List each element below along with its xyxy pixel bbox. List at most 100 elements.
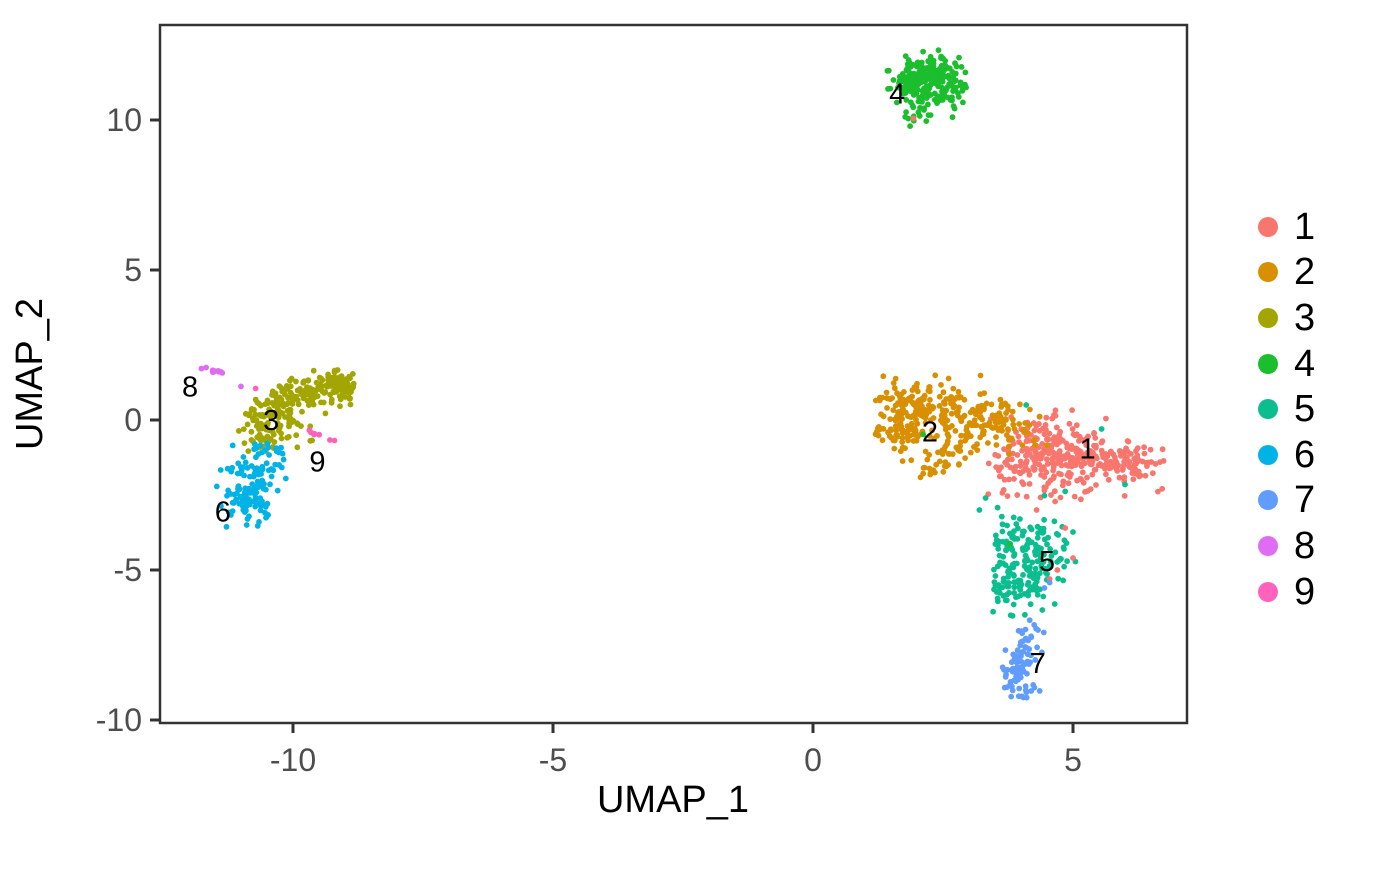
data-point	[245, 486, 251, 492]
data-point	[318, 375, 325, 382]
data-point-outlier	[1098, 426, 1105, 432]
data-point	[971, 444, 977, 450]
data-point	[1040, 425, 1046, 432]
data-point	[1026, 646, 1033, 652]
data-point	[298, 423, 304, 429]
data-point	[278, 430, 284, 437]
data-point	[1092, 435, 1099, 441]
data-point	[284, 434, 291, 441]
data-point	[282, 386, 289, 393]
data-point	[1016, 658, 1023, 665]
data-point	[255, 471, 262, 478]
data-point	[948, 95, 954, 102]
data-point-outlier	[976, 507, 983, 513]
data-point	[927, 112, 934, 118]
data-point	[939, 411, 946, 418]
y-tick-label: 5	[124, 252, 142, 288]
data-point	[1091, 430, 1097, 437]
data-point	[1006, 451, 1013, 458]
data-point	[977, 434, 984, 441]
data-point	[913, 407, 920, 414]
data-point	[257, 507, 264, 514]
data-point	[934, 433, 940, 439]
legend-item-7: 7	[1258, 478, 1315, 524]
data-point	[1042, 565, 1049, 572]
data-point	[926, 452, 933, 458]
y-tick-label: -5	[114, 552, 142, 588]
data-point-outlier	[1062, 488, 1069, 495]
data-point	[309, 392, 315, 398]
data-point	[1036, 688, 1043, 694]
data-point	[957, 82, 964, 89]
data-point	[310, 387, 317, 394]
data-point	[909, 82, 915, 89]
data-point	[903, 97, 910, 103]
data-point	[1084, 450, 1090, 456]
data-point	[1019, 532, 1026, 539]
data-point	[915, 59, 922, 66]
data-point	[237, 493, 244, 500]
data-point	[942, 62, 949, 69]
data-point	[945, 375, 952, 382]
data-point	[925, 58, 932, 64]
data-point	[1002, 647, 1009, 653]
data-point	[1024, 658, 1031, 665]
data-point	[1023, 445, 1030, 452]
legend-item-4: 4	[1258, 341, 1315, 387]
data-point	[902, 83, 909, 90]
data-point	[997, 559, 1003, 566]
data-point	[1141, 450, 1148, 457]
data-point	[1011, 553, 1017, 559]
data-point	[883, 389, 890, 396]
data-point	[1084, 474, 1090, 481]
legend-label: 4	[1294, 342, 1316, 385]
data-point	[305, 402, 312, 408]
legend-label: 2	[1294, 251, 1316, 294]
data-point	[1015, 593, 1021, 600]
data-point	[1027, 524, 1034, 531]
data-point	[1068, 454, 1075, 461]
data-point	[1144, 463, 1150, 469]
data-point	[1026, 617, 1033, 624]
data-point	[219, 370, 226, 376]
data-point	[1141, 444, 1147, 451]
data-point-outlier	[1122, 481, 1128, 488]
data-point	[1008, 530, 1015, 537]
data-point	[269, 428, 276, 435]
data-point	[990, 608, 996, 615]
data-point	[1011, 668, 1018, 675]
data-point	[896, 80, 902, 86]
data-point	[1020, 572, 1026, 578]
data-point	[1006, 569, 1013, 576]
legend-label: 9	[1294, 570, 1316, 613]
data-point	[1031, 437, 1037, 444]
data-point	[955, 388, 962, 395]
data-point	[1032, 549, 1038, 556]
data-point	[1157, 459, 1163, 465]
data-point	[259, 425, 265, 432]
data-point	[1079, 469, 1086, 476]
data-point	[1017, 516, 1023, 522]
legend-item-2: 2	[1258, 250, 1315, 296]
data-point	[1043, 456, 1050, 463]
data-point	[927, 69, 933, 76]
data-point	[934, 69, 940, 76]
data-point	[1017, 583, 1024, 590]
data-point	[1034, 558, 1041, 565]
data-point	[1098, 439, 1105, 446]
legend-swatch-icon	[1258, 535, 1278, 556]
data-point	[1055, 575, 1062, 582]
data-point	[247, 473, 253, 480]
data-point	[1026, 481, 1033, 487]
data-point	[908, 457, 915, 464]
legend-item-1: 1	[1258, 204, 1315, 250]
data-point	[1116, 474, 1123, 481]
data-point	[1035, 530, 1041, 536]
data-point	[1123, 445, 1129, 452]
data-point-outlier	[1033, 507, 1040, 513]
data-point	[1057, 428, 1064, 435]
data-point	[925, 101, 931, 108]
data-point	[1008, 659, 1015, 666]
